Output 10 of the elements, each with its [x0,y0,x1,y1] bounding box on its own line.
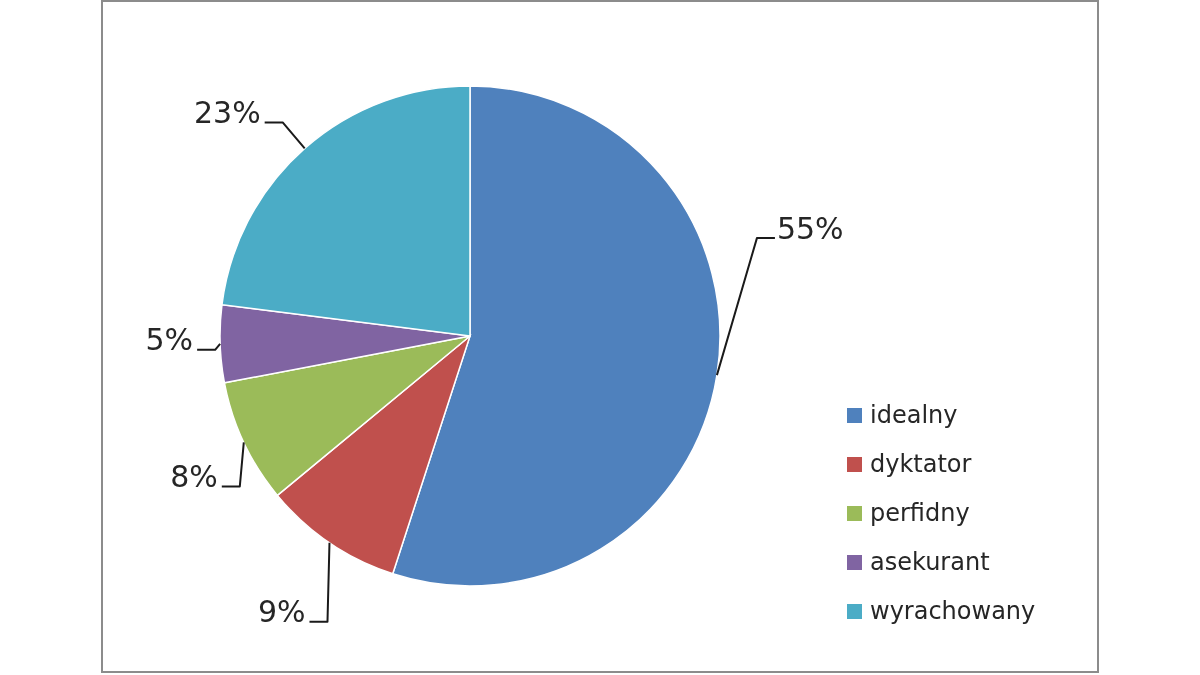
legend-label: idealny [870,401,958,429]
data-label: 55% [776,210,844,246]
legend-label: wyrachowany [870,597,1036,625]
legend-label: asekurant [870,548,990,576]
data-label: 8% [170,458,218,494]
data-label: 9% [257,594,306,630]
data-label: 23% [193,94,261,130]
legend-label: dyktator [870,450,972,478]
data-label: 5% [145,322,194,358]
legend-label: perfidny [870,499,970,527]
